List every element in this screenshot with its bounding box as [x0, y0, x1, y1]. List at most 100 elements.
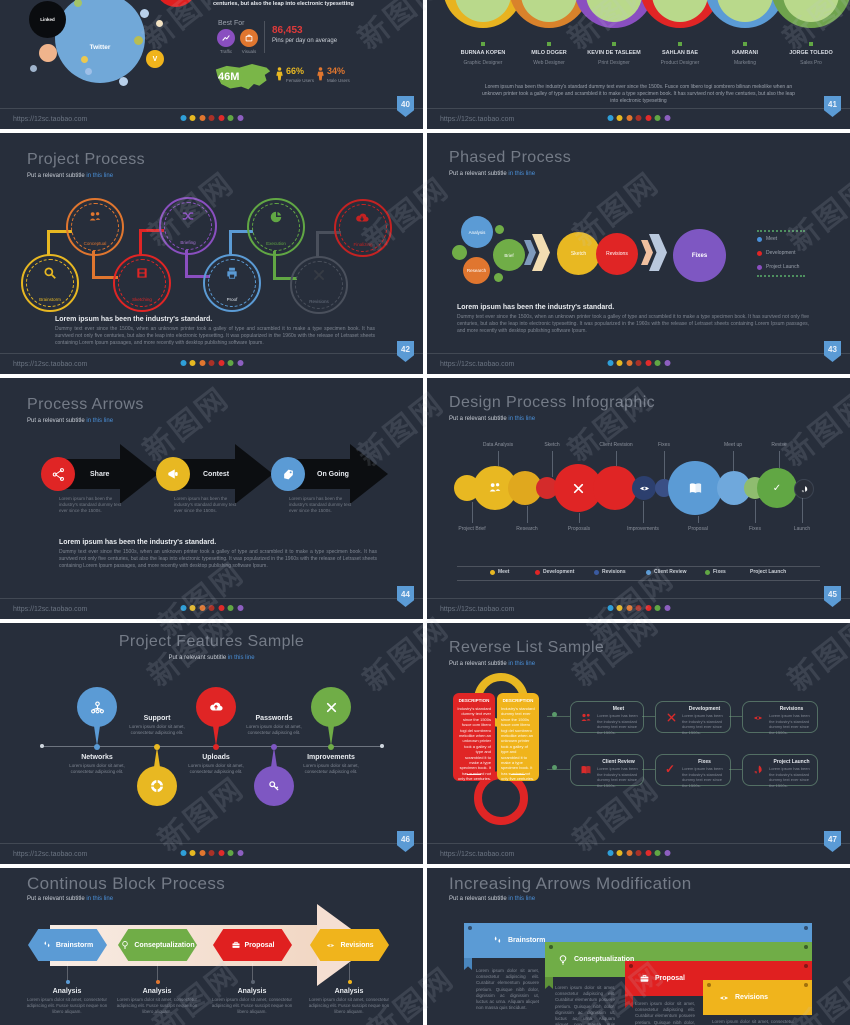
label-connector [802, 498, 803, 523]
slide-40-thumbnail[interactable]: Twitter Linked V centuries, but also the… [0, 0, 423, 129]
visuals-bag-icon [245, 34, 253, 42]
slide-title: Process Arrows [27, 396, 144, 413]
block-revisions: Revisions [310, 929, 389, 961]
slide-45-thumbnail[interactable]: Design Process Infographic Put a relevan… [427, 378, 850, 619]
footer-divider [0, 353, 423, 354]
bubble-dot [74, 0, 82, 7]
connector-dot [155, 980, 160, 984]
bubble-vimeo-label: V [152, 55, 158, 63]
check-icon: ✓ [665, 762, 676, 776]
slide40-top-text: centuries, but also the leap into electr… [213, 1, 354, 7]
slide-42-thumbnail[interactable]: Project Process Put a relevant subtitle … [0, 133, 423, 374]
chevron-arrow [532, 234, 550, 271]
list-item-revisions: Revisions Lorem ipsum has been the indus… [742, 701, 818, 735]
process-circle-launch [794, 479, 814, 499]
label-connector [755, 500, 756, 523]
stage-top-label: Meet up [723, 442, 743, 448]
balloon-stem [270, 747, 277, 767]
footer-url: https://12sc.taobao.com [440, 116, 515, 123]
legend-divider [757, 275, 805, 277]
footer-dots [180, 115, 243, 121]
bubble-dot [81, 56, 88, 63]
black-arrow-head [235, 444, 273, 504]
description-underline [467, 773, 481, 775]
slide-43-thumbnail[interactable]: Phased Process Put a relevant subtitle i… [427, 133, 850, 374]
analysis-text: Lorem ipsum dolor sit amet, consectetur … [308, 997, 390, 1015]
block-proposal: Proposal [213, 929, 292, 961]
footer-divider [427, 843, 850, 844]
slide-title: Phased Process [449, 149, 572, 166]
people-icon [581, 713, 591, 721]
slide-title: Continous Block Process [27, 874, 226, 893]
stage-top-label: Sketch [544, 442, 560, 448]
ribbon-paragraph: Lorem ipsum dolor sit amet, consectetur … [712, 1019, 794, 1024]
slide-46-thumbnail[interactable]: Project Features Sample Put a relevant s… [0, 623, 423, 864]
member-name: KEVIN DE TASLEEM [587, 50, 641, 56]
bubble-dot [134, 36, 143, 45]
male-pct: 34% [327, 66, 346, 76]
slide-44-thumbnail[interactable]: Process Arrows Put a relevant subtitle i… [0, 378, 423, 619]
stage-bottom-label: Project Brief [458, 526, 486, 532]
briefcase-icon [640, 975, 649, 982]
bubble-dot [119, 77, 128, 86]
step-circle-finalizing: Finalizing [334, 199, 392, 257]
chevron-arrow [641, 240, 653, 265]
slide-subtitle: Put a relevant subtitle in this line [27, 418, 114, 424]
block-label: Proposal [244, 941, 275, 949]
step-circle-proof: Proof [203, 254, 261, 312]
slide-subtitle: Put a relevant subtitle in this line [449, 661, 536, 667]
bubble-linked-label: Linked [40, 17, 55, 22]
bubble-twitter-label: Twitter [89, 43, 111, 51]
description-text: Industry's standard dummy text ever sinc… [457, 706, 491, 782]
footer-divider [0, 843, 423, 844]
list-connector [642, 716, 655, 717]
list-item-text: Lorem ipsum has been the industry's stan… [682, 713, 723, 735]
label-connector [579, 513, 580, 523]
list-item-text: Lorem ipsum has been the industry's stan… [682, 766, 723, 788]
step-circle-briefing: Briefing [159, 197, 217, 255]
timeline-node [328, 743, 334, 750]
list-item-text: Lorem ipsum has been the industry's stan… [769, 766, 810, 788]
eye-icon [719, 995, 729, 1000]
list-item-text: Lorem ipsum has been the industry's stan… [597, 713, 638, 735]
black-arrow-head [120, 444, 158, 504]
footer-url: https://12sc.taobao.com [13, 606, 88, 613]
legend-label: Project Launch [766, 264, 800, 270]
page-number-badge: 45 [824, 586, 841, 607]
phase-brief: Brief [493, 239, 525, 271]
female-pct: 66% [286, 66, 305, 76]
block-connector [252, 963, 253, 983]
connector [138, 229, 142, 256]
balloon-stem [212, 726, 219, 746]
member-photo [652, 0, 708, 22]
connector [272, 277, 297, 280]
legend-label: Meet [498, 569, 510, 575]
traffic-label: Traffic [219, 49, 233, 54]
usa-map [215, 64, 271, 90]
block-brainstorm: Brainstorm [28, 929, 107, 961]
network-icon [90, 700, 104, 713]
drops-icon [494, 936, 501, 943]
divider [264, 21, 265, 53]
ribbon-revisions: Revisions [703, 980, 812, 1015]
bubble-dot [85, 68, 92, 75]
traffic-chart-icon [222, 35, 230, 41]
legend-label: Meet [766, 236, 778, 242]
member-photo [783, 0, 839, 22]
stage-top-label: Revise [771, 442, 787, 448]
drops-icon [44, 941, 50, 948]
pins-caption: Pins per day on average [272, 38, 338, 44]
female-label: Female Users [286, 78, 315, 83]
slide-48-thumbnail[interactable]: Continous Block Process Put a relevant s… [0, 868, 423, 1025]
list-connector [547, 769, 570, 770]
map-value: 46M [218, 71, 240, 83]
contest-circle [156, 457, 190, 491]
block-connector [67, 963, 68, 983]
slide-47-thumbnail[interactable]: Reverse List Sample Put a relevant subti… [427, 623, 850, 864]
slide-subtitle: Put a relevant subtitle in this line [168, 655, 255, 661]
slide-41-thumbnail[interactable]: BURNAA KOPEN Graphic Designer MILO DOGER… [427, 0, 850, 129]
page-number-badge: 44 [397, 586, 414, 607]
feature-title: Support [143, 715, 171, 722]
footer-divider [427, 598, 850, 599]
slide-49-thumbnail[interactable]: Increasing Arrows Modification Put a rel… [427, 868, 850, 1025]
